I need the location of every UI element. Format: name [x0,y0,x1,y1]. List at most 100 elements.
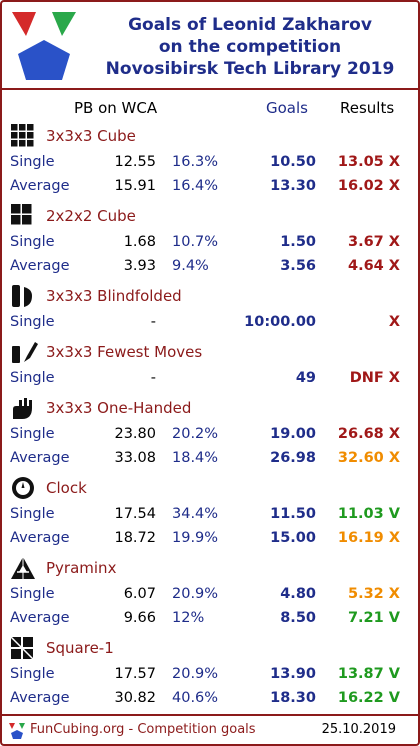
goal-value: 4.80 [280,586,316,602]
improvement-percent: 40.6% [172,690,219,706]
pb-value: 30.82 [114,690,156,706]
blindfold-icon [12,285,32,307]
event-name: 2x2x2 Cube [46,207,136,225]
pb-value: 23.80 [114,426,156,442]
improvement-percent: 19.9% [172,530,219,546]
improvement-percent: 12% [172,610,205,626]
pb-value: 33.08 [114,450,156,466]
row-label: Single [10,370,55,386]
improvement-percent: 18.4% [172,450,219,466]
page-title: Goals of Leonid Zakharov on the competit… [84,14,416,80]
event-name: 3x3x3 Fewest Moves [46,343,203,361]
result-value: 5.32 X [347,586,400,602]
result-value: 13.05 X [337,154,400,170]
result-row: Single 17.57 20.9% 13.90 13.87 V [0,664,420,686]
row-label: Average [10,258,70,274]
goal-value: 3.56 [280,258,316,274]
event-header: 3x3x3 One-Handed [0,396,420,420]
row-label: Single [10,506,55,522]
goal-value: 10:00.00 [244,314,316,330]
event-name: 3x3x3 Cube [46,127,136,145]
row-label: Single [10,666,55,682]
pb-value: 3.93 [123,258,156,274]
header-divider [2,88,418,90]
pb-value: 17.57 [114,666,156,682]
goal-value: 8.50 [280,610,316,626]
event-header: 2x2x2 Cube [0,204,420,228]
column-header-pb: PB on WCA [74,99,158,117]
result-row: Single - 49 DNF X [0,368,420,390]
goal-value: 18.30 [270,690,316,706]
result-value: X [388,314,400,330]
improvement-percent: 16.4% [172,178,219,194]
title-line-2: on the competition [158,37,342,57]
goal-value: 49 [295,370,316,386]
result-value: DNF X [349,370,400,386]
title-line-1: Goals of Leonid Zakharov [128,15,372,35]
pb-value: - [150,370,156,386]
title-line-3: Novosibirsk Tech Library 2019 [105,59,395,79]
result-row: Average 30.82 40.6% 18.30 16.22 V [0,688,420,710]
pb-value: 18.72 [114,530,156,546]
fewest-moves-icon [12,342,38,363]
result-value: 26.68 X [337,426,400,442]
funcubing-logo-icon [12,12,76,80]
pb-value: 1.68 [123,234,156,250]
result-row: Average 3.93 9.4% 3.56 4.64 X [0,256,420,278]
footer-divider [2,714,418,716]
row-label: Average [10,450,70,466]
row-label: Single [10,586,55,602]
pyraminx-icon [11,557,35,579]
event-name: Pyraminx [46,559,117,577]
event-name: Square-1 [46,639,114,657]
improvement-percent: 16.3% [172,154,219,170]
result-row: Average 9.66 12% 8.50 7.21 V [0,608,420,630]
footer-site: FunCubing.org - Competition goals [30,722,256,737]
footer-date: 25.10.2019 [321,722,396,737]
funcubing-logo-small-icon [9,723,25,739]
goal-value: 13.90 [270,666,316,682]
result-value: 7.21 V [347,610,400,626]
pb-value: - [150,314,156,330]
improvement-percent: 20.9% [172,586,219,602]
result-row: Average 33.08 18.4% 26.98 32.60 X [0,448,420,470]
result-row: Single 12.55 16.3% 10.50 13.05 X [0,152,420,174]
result-row: Single - 10:00.00 X [0,312,420,334]
goal-value: 11.50 [270,506,316,522]
goal-value: 26.98 [270,450,316,466]
event-name: Clock [46,479,87,497]
column-header-goals: Goals [266,99,308,117]
column-header-results: Results [340,99,395,117]
event-header: 3x3x3 Cube [0,124,420,148]
row-label: Single [10,314,55,330]
cube-3x3-icon [11,124,34,147]
result-row: Single 23.80 20.2% 19.00 26.68 X [0,424,420,446]
improvement-percent: 9.4% [172,258,209,274]
result-value: 13.87 V [337,666,400,682]
one-handed-icon [13,398,32,419]
pb-value: 17.54 [114,506,156,522]
event-header: 3x3x3 Blindfolded [0,284,420,308]
event-header: Clock [0,476,420,500]
event-name: 3x3x3 Blindfolded [46,287,182,305]
event-header: Square-1 [0,636,420,660]
result-value: 32.60 X [337,450,400,466]
improvement-percent: 34.4% [172,506,219,522]
result-row: Average 18.72 19.9% 15.00 16.19 X [0,528,420,550]
goal-value: 13.30 [270,178,316,194]
result-value: 16.22 V [337,690,400,706]
result-row: Single 17.54 34.4% 11.50 11.03 V [0,504,420,526]
improvement-percent: 20.9% [172,666,219,682]
result-value: 11.03 V [337,506,400,522]
result-value: 4.64 X [347,258,400,274]
improvement-percent: 10.7% [172,234,219,250]
row-label: Average [10,178,70,194]
result-row: Average 15.91 16.4% 13.30 16.02 X [0,176,420,198]
cube-2x2-icon [11,204,32,225]
footer: FunCubing.org - Competition goals 25.10.… [0,718,420,744]
square-1-icon [10,636,34,660]
pb-value: 6.07 [123,586,156,602]
result-row: Single 6.07 20.9% 4.80 5.32 X [0,584,420,606]
row-label: Single [10,154,55,170]
